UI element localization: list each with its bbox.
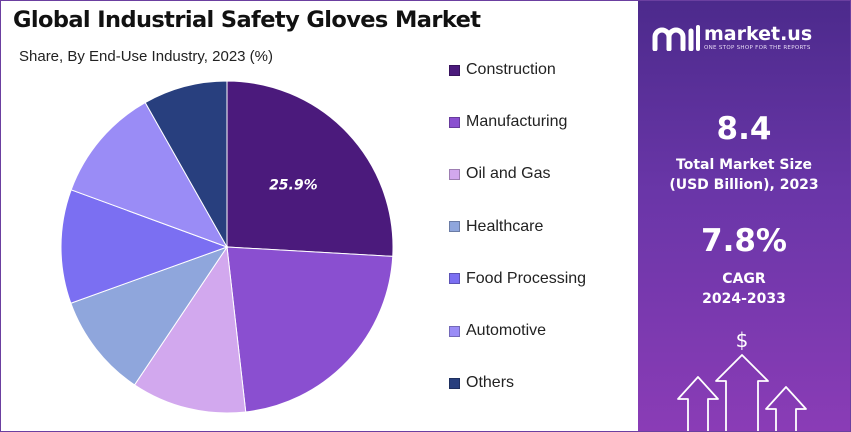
legend-swatch xyxy=(449,64,460,76)
market-size-value: 8.4 xyxy=(716,111,772,147)
cagr-label: CAGR xyxy=(722,271,766,287)
legend-item-construction: Construction xyxy=(449,61,556,79)
chart-subtitle: Share, By End-Use Industry, 2023 (%) xyxy=(19,48,274,65)
legend-label: Food Processing xyxy=(466,269,587,287)
pie-slice-automotive xyxy=(70,101,229,248)
legend-item-manufacturing: Manufacturing xyxy=(449,113,567,131)
pie-chart: 25.9% xyxy=(60,80,394,414)
legend-swatch xyxy=(449,325,460,337)
legend-item-food-processing: Food Processing xyxy=(449,270,586,288)
pie-slice-construction xyxy=(226,80,394,257)
legend-label: Construction xyxy=(466,61,556,78)
legend-label: Manufacturing xyxy=(466,113,568,131)
brand-tagline: ONE STOP SHOP FOR THE REPORTS xyxy=(704,45,811,51)
market-us-logo-icon xyxy=(652,25,700,51)
data-label-construction: 25.9% xyxy=(269,177,318,193)
legend-label: Healthcare xyxy=(466,217,544,235)
chart-legend: Construction Manufacturing Oil and Gas Heal… xyxy=(449,61,634,406)
summary-panel: market.us ONE STOP SHOP FOR THE REPORTS … xyxy=(638,1,850,431)
chart-title: Global Industrial Safety Gloves Market xyxy=(13,7,481,33)
legend-swatch xyxy=(449,273,460,285)
legend-item-healthcare: Healthcare xyxy=(449,218,543,236)
legend-swatch xyxy=(449,168,460,180)
cagr-value: 7.8% xyxy=(701,223,787,259)
legend-label: Automotive xyxy=(466,322,547,339)
legend-swatch xyxy=(449,221,460,233)
market-size-label-line1: Total Market Size xyxy=(676,157,812,173)
legend-label: Others xyxy=(466,374,515,392)
cagr-period: 2024-2033 xyxy=(702,291,786,307)
legend-swatch xyxy=(449,377,460,389)
pie-slice-food-processing xyxy=(60,189,229,304)
pie-slice-others xyxy=(144,80,228,249)
dollar-growth-arrows-icon: $ xyxy=(677,329,807,431)
legend-swatch xyxy=(449,116,460,128)
market-size-label-line2: (USD Billion), 2023 xyxy=(669,177,819,193)
pie-slice-healthcare xyxy=(70,246,229,386)
legend-item-oil-and-gas: Oil and Gas xyxy=(449,165,550,183)
brand: market.us ONE STOP SHOP FOR THE REPORTS xyxy=(652,23,812,51)
pie-slice-oil-and-gas xyxy=(133,245,247,414)
legend-item-others: Others xyxy=(449,374,514,392)
pie-slice-manufacturing xyxy=(226,246,394,413)
dollar-symbol: $ xyxy=(736,329,749,352)
legend-label: Oil and Gas xyxy=(466,165,551,183)
brand-name: market.us xyxy=(704,23,813,45)
legend-item-automotive: Automotive xyxy=(449,322,546,340)
